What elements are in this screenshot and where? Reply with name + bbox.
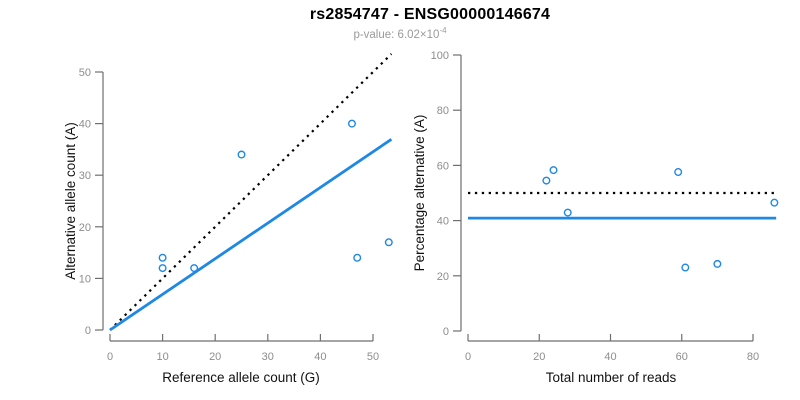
data-point: [384, 238, 393, 247]
x-tick-label: 60: [676, 351, 688, 363]
p-value-text: p-value: 6.02×10: [353, 29, 440, 41]
data-point: [347, 119, 356, 128]
y-tick-label: 10: [79, 273, 91, 285]
x-tick-label: 30: [262, 351, 274, 363]
right-panel: 0 20 40 60 80 100 0 20 40 60 80 Total number of rea…: [412, 50, 779, 385]
x-tick-label: 20: [533, 351, 545, 363]
y-tick-label: 30: [79, 170, 91, 182]
x-tick-label: 50: [367, 351, 379, 363]
y-tick-label: 100: [431, 50, 449, 62]
data-point: [158, 264, 167, 273]
plot-subtitle-row: p-value: 6.02×10-4: [0, 25, 800, 43]
data-point: [542, 176, 551, 185]
data-point: [158, 253, 167, 262]
y-tick-label: 0: [85, 325, 91, 337]
plot-title-row: rs2854747 - ENSG00000146674: [60, 6, 800, 24]
x-tick-label: 0: [465, 351, 471, 363]
p-value-exponent: -4: [439, 26, 447, 36]
left-panel: 0 10 20 30 40 50 0 10 20 30 40 50 Reference allele c…: [63, 53, 393, 385]
x-tick-label: 40: [314, 351, 326, 363]
data-point: [353, 253, 362, 262]
data-point: [713, 259, 722, 268]
y-tick-label: 60: [437, 160, 449, 172]
data-point: [190, 264, 199, 273]
plot-title: rs2854747 - ENSG00000146674: [309, 6, 551, 23]
y-tick-label: 0: [443, 326, 449, 338]
x-axis-title: Total number of reads: [546, 370, 677, 385]
x-tick-label: 40: [604, 351, 616, 363]
fitted-ratio-line: [109, 138, 393, 332]
data-point: [681, 263, 690, 272]
p-value-label: p-value: 6.02×10-4: [353, 26, 447, 41]
y-tick-label: 50: [79, 67, 91, 79]
y-axis-title: Alternative allele count (A): [63, 122, 78, 280]
y-tick-label: 80: [437, 105, 449, 117]
data-point: [549, 166, 558, 175]
y-tick-label: 20: [79, 222, 91, 234]
y-tick-label: 20: [437, 271, 449, 283]
y-tick-label: 40: [79, 119, 91, 131]
data-point: [770, 198, 779, 207]
data-point: [237, 150, 246, 159]
x-tick-label: 0: [107, 351, 113, 363]
x-tick-label: 80: [747, 351, 759, 363]
x-axis-title: Reference allele count (G): [162, 370, 320, 385]
x-tick-label: 20: [209, 351, 221, 363]
y-axis-title: Percentage alternative (A): [412, 115, 427, 272]
identity-line: [109, 53, 393, 331]
data-point: [674, 168, 683, 177]
data-point: [563, 208, 572, 217]
x-tick-label: 10: [156, 351, 168, 363]
y-tick-label: 40: [437, 216, 449, 228]
